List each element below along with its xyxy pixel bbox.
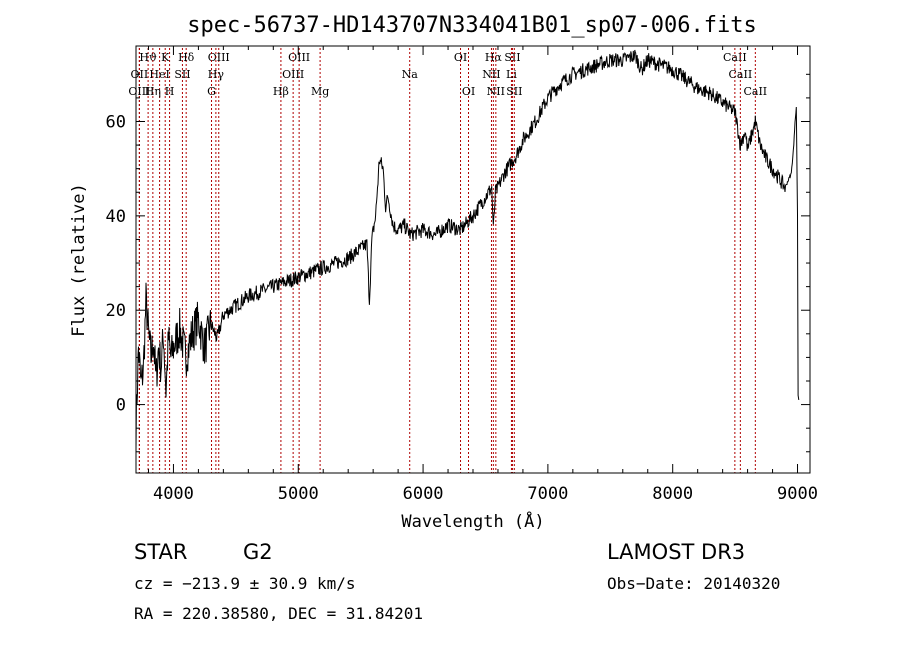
emission-line-label: SII	[174, 68, 190, 81]
emission-line-label: CaII	[723, 51, 747, 64]
emission-line-label: G	[207, 85, 216, 98]
emission-line-label: CaII	[729, 68, 753, 81]
emission-line-label: Hγ	[208, 68, 225, 81]
x-tick-label: 7000	[527, 484, 568, 504]
emission-line-label: OIII	[128, 85, 150, 98]
y-tick-label: 20	[106, 301, 126, 321]
emission-line-label: OIII	[282, 68, 304, 81]
emission-line-label: CaII	[743, 85, 767, 98]
emission-line-label: NII	[482, 68, 500, 81]
emission-line-label: Hϑ	[139, 51, 157, 64]
y-tick-label: 0	[116, 396, 126, 416]
emission-line-label: SII	[506, 85, 522, 98]
emission-line-label: Mg	[311, 85, 329, 98]
emission-line-label: Hα	[485, 51, 503, 64]
x-axis-label: Wavelength (Å)	[401, 510, 544, 532]
emission-line-label: K	[161, 51, 170, 64]
emission-line-label: OI	[454, 51, 467, 64]
series-flux	[135, 49, 800, 450]
x-tick-label: 9000	[777, 484, 818, 504]
object-subclass: G2	[243, 540, 273, 564]
coordinates: RA = 220.38580, DEC = 31.84201	[134, 604, 423, 623]
emission-line-label: OIII	[208, 51, 230, 64]
x-tick-label: 5000	[278, 484, 319, 504]
y-tick-label: 40	[106, 207, 126, 227]
object-class: STAR	[134, 540, 188, 564]
emission-line-label: Hδ	[178, 51, 195, 64]
redshift-velocity: cz = −213.9 ± 30.9 km/s	[134, 574, 356, 593]
emission-lines: HϑOIIOIIIKHeIHηHδSIIHOIIIHγGOIIIOIIIHβMg…	[128, 48, 767, 473]
x-tick-label: 8000	[652, 484, 693, 504]
emission-line-label: Hη	[145, 85, 161, 98]
axis-ticks: 4000 5000 6000 7000 8000 9000 0 20 40 60	[106, 46, 818, 504]
emission-line-label: Li	[506, 68, 517, 81]
emission-line-label: OIII	[288, 51, 310, 64]
emission-line-label: Na	[402, 68, 419, 81]
plot-frame	[135, 45, 811, 474]
x-tick-label: 6000	[403, 484, 444, 504]
chart-title: spec-56737-HD143707N334041B01_sp07-006.f…	[187, 13, 757, 38]
y-axis-label: Flux (relative)	[69, 183, 89, 337]
emission-line-label: SII	[504, 51, 520, 64]
observation-date: Obs−Date: 20140320	[607, 574, 781, 593]
emission-line-label: OI	[462, 85, 475, 98]
emission-line-label: NII	[487, 85, 505, 98]
emission-line-label: H	[165, 85, 175, 98]
survey-name: LAMOST DR3	[607, 540, 746, 564]
y-tick-label: 60	[106, 112, 126, 132]
emission-line-label: Hβ	[273, 85, 289, 98]
emission-line-label: HeI	[149, 68, 169, 81]
x-tick-label: 4000	[153, 484, 194, 504]
